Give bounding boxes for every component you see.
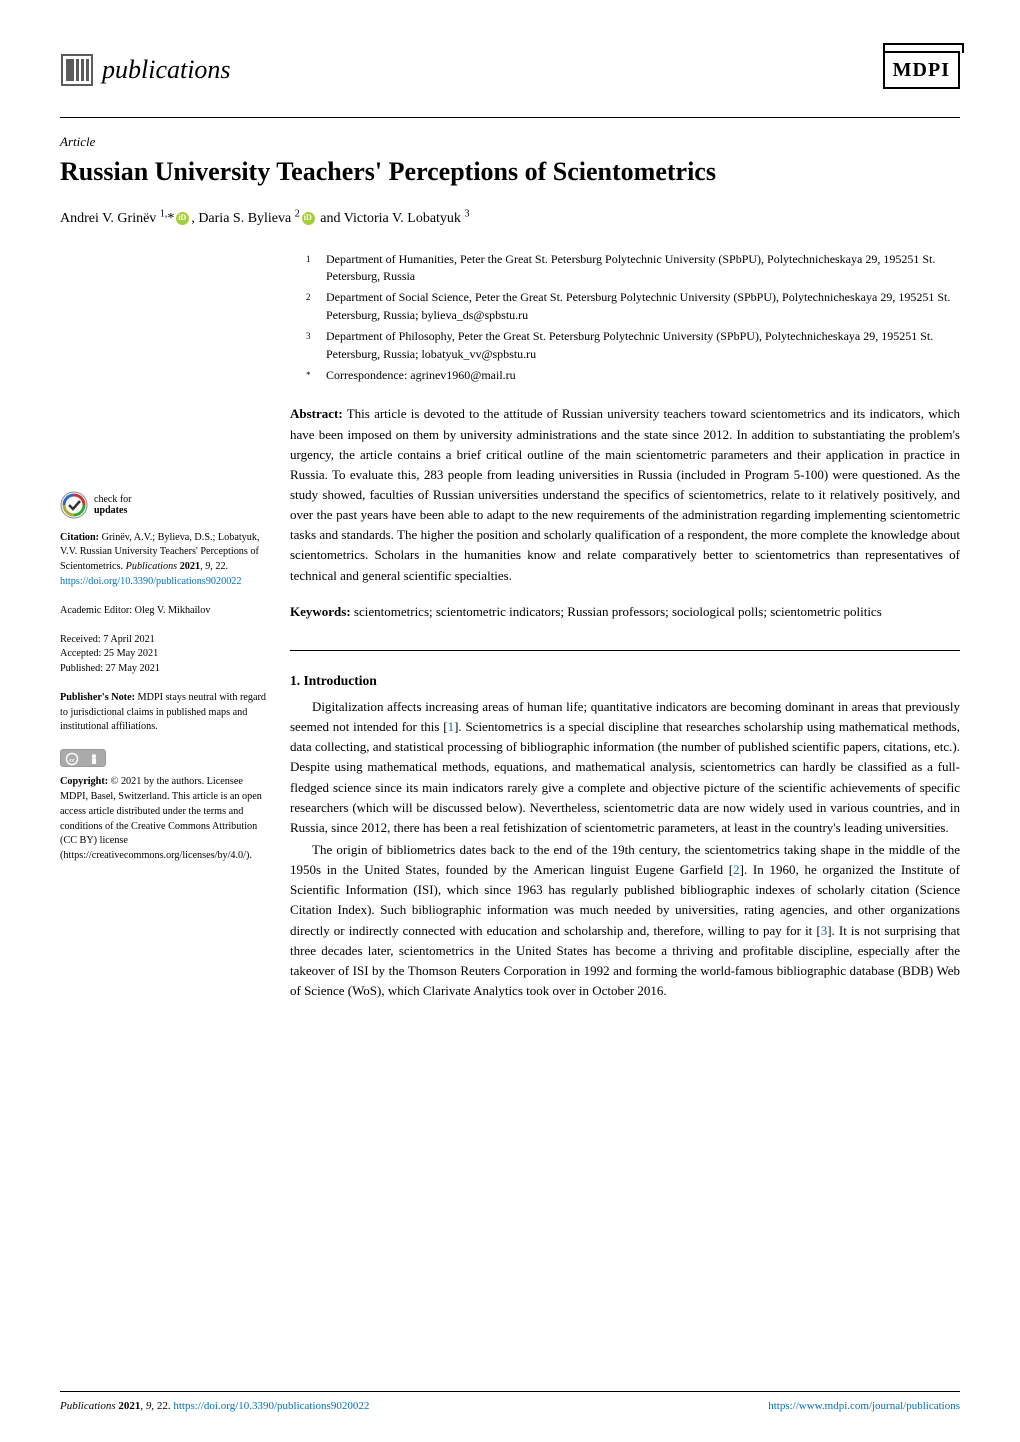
- article-type: Article: [60, 132, 960, 152]
- author-2: , Daria S. Bylieva 2: [191, 211, 299, 226]
- section-heading: 1. Introduction: [290, 671, 960, 691]
- abstract-label: Abstract:: [290, 406, 343, 421]
- main-column: 1 Department of Humanities, Peter the Gr…: [290, 251, 960, 1004]
- keywords-label: Keywords:: [290, 604, 351, 619]
- affil-text: Correspondence: agrinev1960@mail.ru: [326, 367, 516, 384]
- by-icon: [83, 750, 105, 767]
- affiliations: 1 Department of Humanities, Peter the Gr…: [290, 251, 960, 385]
- citation-block: Citation: Grinëv, A.V.; Bylieva, D.S.; L…: [60, 531, 266, 590]
- publications-icon: [60, 53, 94, 87]
- journal-logo: publications: [60, 50, 231, 89]
- academic-editor: Academic Editor: Oleg V. Mikhailov: [60, 604, 266, 619]
- date-published: Published: 27 May 2021: [60, 662, 266, 677]
- cc-icon: cc: [61, 750, 83, 767]
- correspondence-item: * Correspondence: agrinev1960@mail.ru: [306, 367, 960, 384]
- publishers-note: Publisher's Note: MDPI stays neutral wit…: [60, 691, 266, 735]
- sidebar: check for updates Citation: Grinëv, A.V.…: [60, 251, 266, 1004]
- orcid-icon[interactable]: [302, 212, 315, 225]
- rule-mid: [290, 650, 960, 651]
- mdpi-logo: MDPI: [883, 51, 960, 89]
- affil-text: Department of Humanities, Peter the Grea…: [326, 251, 960, 286]
- date-received: Received: 7 April 2021: [60, 633, 266, 648]
- journal-name: publications: [102, 50, 231, 89]
- keywords: Keywords: scientometrics; scientometric …: [290, 602, 960, 622]
- check-updates-icon: [60, 491, 88, 519]
- abstract-text: This article is devoted to the attitude …: [290, 406, 960, 582]
- authors-line: Andrei V. Grinëv 1,* , Daria S. Bylieva 2…: [60, 206, 960, 229]
- svg-text:cc: cc: [69, 757, 75, 764]
- affil-text: Department of Social Science, Peter the …: [326, 289, 960, 324]
- affil-text: Department of Philosophy, Peter the Grea…: [326, 328, 960, 363]
- date-accepted: Accepted: 25 May 2021: [60, 647, 266, 662]
- cc-license-badge[interactable]: cc: [60, 749, 266, 767]
- orcid-icon[interactable]: [176, 212, 189, 225]
- check-updates-text: check for updates: [94, 494, 131, 516]
- article-title: Russian University Teachers' Perceptions…: [60, 156, 960, 189]
- affil-marker: 3: [306, 328, 316, 363]
- author-3: and Victoria V. Lobatyuk 3: [320, 211, 469, 226]
- author-1: Andrei V. Grinëv 1,*: [60, 211, 174, 226]
- footer-right: https://www.mdpi.com/journal/publication…: [768, 1398, 960, 1415]
- abstract: Abstract: This article is devoted to the…: [290, 404, 960, 585]
- body-para: Digitalization affects increasing areas …: [290, 697, 960, 838]
- affil-marker: 1: [306, 251, 316, 286]
- copyright-block: Copyright: © 2021 by the authors. Licens…: [60, 775, 266, 864]
- page-footer: Publications 2021, 9, 22. https://doi.or…: [60, 1391, 960, 1415]
- affiliation-item: 2 Department of Social Science, Peter th…: [306, 289, 960, 324]
- check-updates[interactable]: check for updates: [60, 491, 266, 519]
- rule-top: [60, 117, 960, 118]
- affil-marker: 2: [306, 289, 316, 324]
- affiliation-item: 3 Department of Philosophy, Peter the Gr…: [306, 328, 960, 363]
- affil-marker: *: [306, 367, 316, 384]
- keywords-text: scientometrics; scientometric indicators…: [354, 604, 882, 619]
- footer-left: Publications 2021, 9, 22. https://doi.or…: [60, 1398, 369, 1415]
- page-header: publications MDPI: [60, 50, 960, 89]
- affiliation-item: 1 Department of Humanities, Peter the Gr…: [306, 251, 960, 286]
- body-para: The origin of bibliometrics dates back t…: [290, 840, 960, 1001]
- dates-block: Received: 7 April 2021 Accepted: 25 May …: [60, 633, 266, 677]
